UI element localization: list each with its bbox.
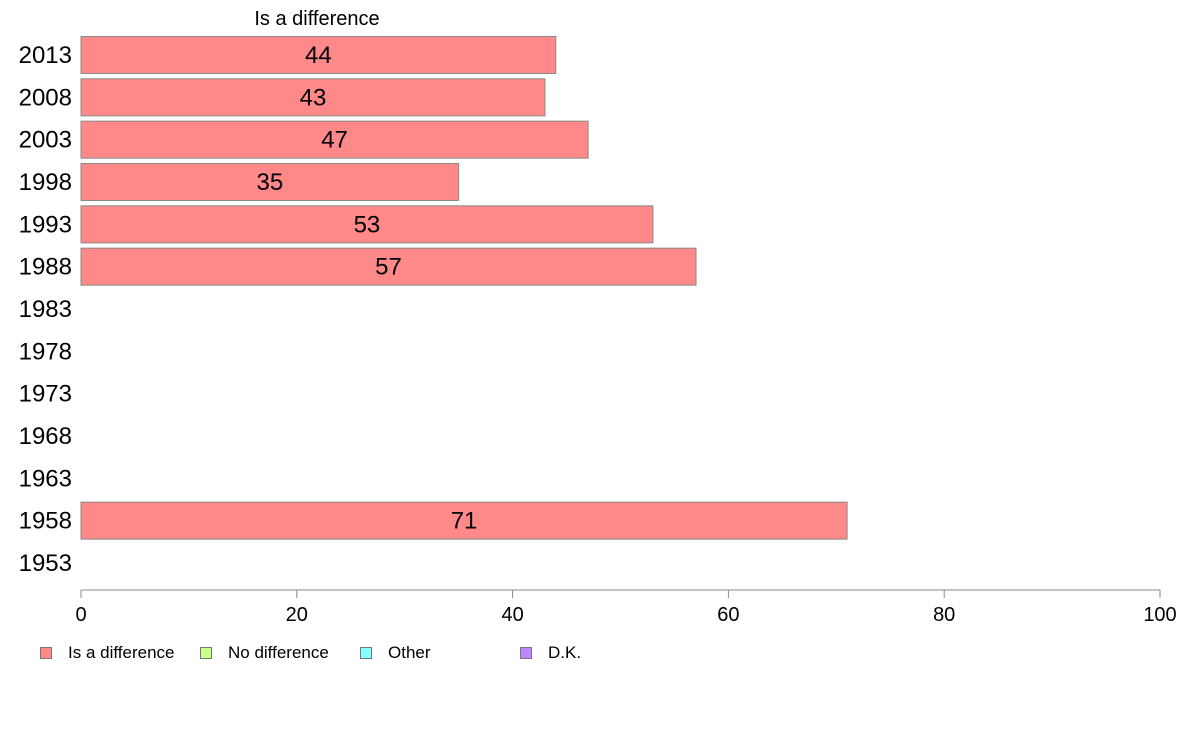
- category-label: 2013: [19, 42, 72, 69]
- category-label: 1983: [19, 296, 72, 323]
- x-tick-label: 20: [286, 604, 308, 626]
- bar: [80, 247, 697, 286]
- legend-label: Other: [388, 643, 431, 662]
- category-label: 1958: [19, 508, 72, 535]
- category-label: 2003: [19, 127, 72, 154]
- bar-value-label: 53: [354, 211, 381, 238]
- bar: [80, 501, 848, 540]
- chart-title: Is a difference: [254, 8, 379, 30]
- category-labels: 2013 2008 2003 1998 1993 1988 1983 1978 1973 1968…: [19, 42, 72, 577]
- bar: [80, 163, 460, 201]
- bar-value-label: 35: [256, 169, 283, 196]
- category-label: 1988: [19, 254, 72, 281]
- bar: [80, 78, 546, 117]
- x-tick-label: 60: [717, 604, 739, 626]
- category-label: 1998: [19, 169, 72, 196]
- x-tick-label: 80: [933, 604, 955, 626]
- bar-value-label: 43: [300, 84, 327, 111]
- bar: [80, 205, 654, 244]
- category-label: 1978: [19, 338, 72, 365]
- legend: Is a difference No difference Other D.K.: [40, 643, 581, 663]
- legend-swatch: [520, 647, 532, 659]
- bar: [80, 120, 589, 159]
- legend-label: D.K.: [548, 643, 582, 662]
- legend-swatch: [360, 647, 372, 659]
- legend-swatch: [200, 647, 212, 659]
- x-tick-label: 0: [75, 604, 86, 626]
- legend-item-no-difference: No difference: [200, 643, 360, 663]
- legend-label: Is a difference: [68, 643, 175, 662]
- legend-swatch: [40, 647, 52, 659]
- legend-item-is-a-difference: Is a difference: [40, 643, 200, 663]
- legend-item-dk: D.K.: [520, 643, 581, 663]
- category-label: 1993: [19, 211, 72, 238]
- x-axis: 0 20 40 60 80 100: [75, 589, 1177, 626]
- bar-value-label: 44: [305, 42, 332, 69]
- category-label: 1968: [19, 423, 72, 450]
- bars-group: 44 43 47 35 53 57 71: [80, 36, 848, 540]
- legend-item-other: Other: [360, 643, 520, 663]
- bar: [80, 36, 557, 74]
- x-tick-label: 100: [1143, 604, 1176, 626]
- category-label: 1953: [19, 550, 72, 577]
- category-label: 1973: [19, 381, 72, 408]
- bar-value-label: 71: [451, 508, 478, 535]
- legend-label: No difference: [228, 643, 329, 662]
- category-label: 1963: [19, 465, 72, 492]
- bar-value-label: 57: [375, 254, 402, 281]
- bar-value-label: 47: [321, 127, 348, 154]
- x-tick-label: 40: [501, 604, 523, 626]
- category-label: 2008: [19, 84, 72, 111]
